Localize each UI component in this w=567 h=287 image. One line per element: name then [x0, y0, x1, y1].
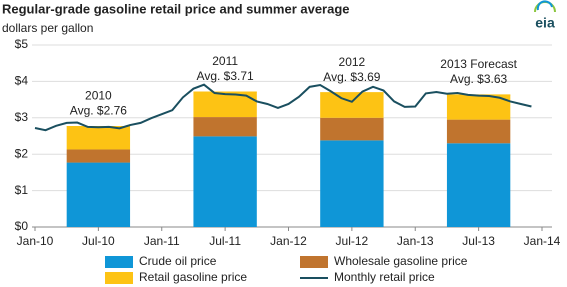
bar-segment	[320, 140, 384, 227]
x-tick-label: Jan-13	[397, 234, 434, 248]
legend-label: Crude oil price	[139, 254, 217, 268]
legend-label: Retail gasoline price	[139, 270, 247, 284]
bar-segment	[193, 136, 257, 227]
average-label: Avg. $3.63	[450, 72, 507, 86]
y-tick-label: $0	[15, 219, 29, 233]
x-tick-label: Jul-11	[209, 234, 241, 248]
x-tick-label: Jan-14	[524, 234, 561, 248]
y-tick-label: $3	[15, 110, 29, 124]
y-tick-label: $4	[15, 74, 29, 88]
average-label: Avg. $3.69	[323, 70, 380, 84]
legend-swatch	[105, 272, 133, 284]
average-label: Avg. $2.76	[70, 104, 127, 118]
bar-label: 2011	[212, 54, 238, 68]
bar-label: 2012	[339, 55, 366, 69]
x-tick-label: Jan-10	[17, 234, 54, 248]
bar-label: 2010	[85, 89, 112, 103]
legend-label: Monthly retail price	[334, 270, 435, 284]
chart-title: Regular-grade gasoline retail price and …	[2, 1, 350, 16]
bar-segment	[66, 149, 131, 163]
bar-segment	[446, 119, 511, 144]
bar-label: 2013 Forecast	[440, 57, 517, 71]
bar-segment	[446, 143, 511, 227]
y-tick-label: $5	[15, 37, 29, 51]
x-tick-label: Jul-13	[462, 234, 495, 248]
average-label: Avg. $3.71	[197, 69, 254, 83]
bar-segment	[66, 162, 131, 227]
x-tick-label: Jan-12	[270, 234, 307, 248]
x-tick-label: Jul-12	[336, 234, 369, 248]
y-tick-label: $2	[15, 146, 29, 160]
legend-swatch	[105, 256, 133, 268]
bar-segment	[193, 117, 257, 137]
bar-segment	[320, 92, 384, 118]
line	[34, 83, 532, 132]
x-tick-label: Jan-11	[144, 234, 180, 248]
logo-arc	[536, 0, 553, 11]
bar-segment	[446, 94, 511, 120]
bar-segment	[66, 126, 131, 150]
legend-label: Wholesale gasoline price	[334, 254, 468, 268]
logo-text: eia	[535, 15, 555, 31]
y-tick-label: $1	[15, 183, 29, 197]
bar-segment	[320, 117, 384, 141]
chart-subtitle: dollars per gallon	[2, 21, 93, 35]
legend-swatch	[300, 256, 328, 268]
logo: eia	[534, 0, 556, 31]
x-tick-label: Jul-10	[82, 234, 115, 248]
